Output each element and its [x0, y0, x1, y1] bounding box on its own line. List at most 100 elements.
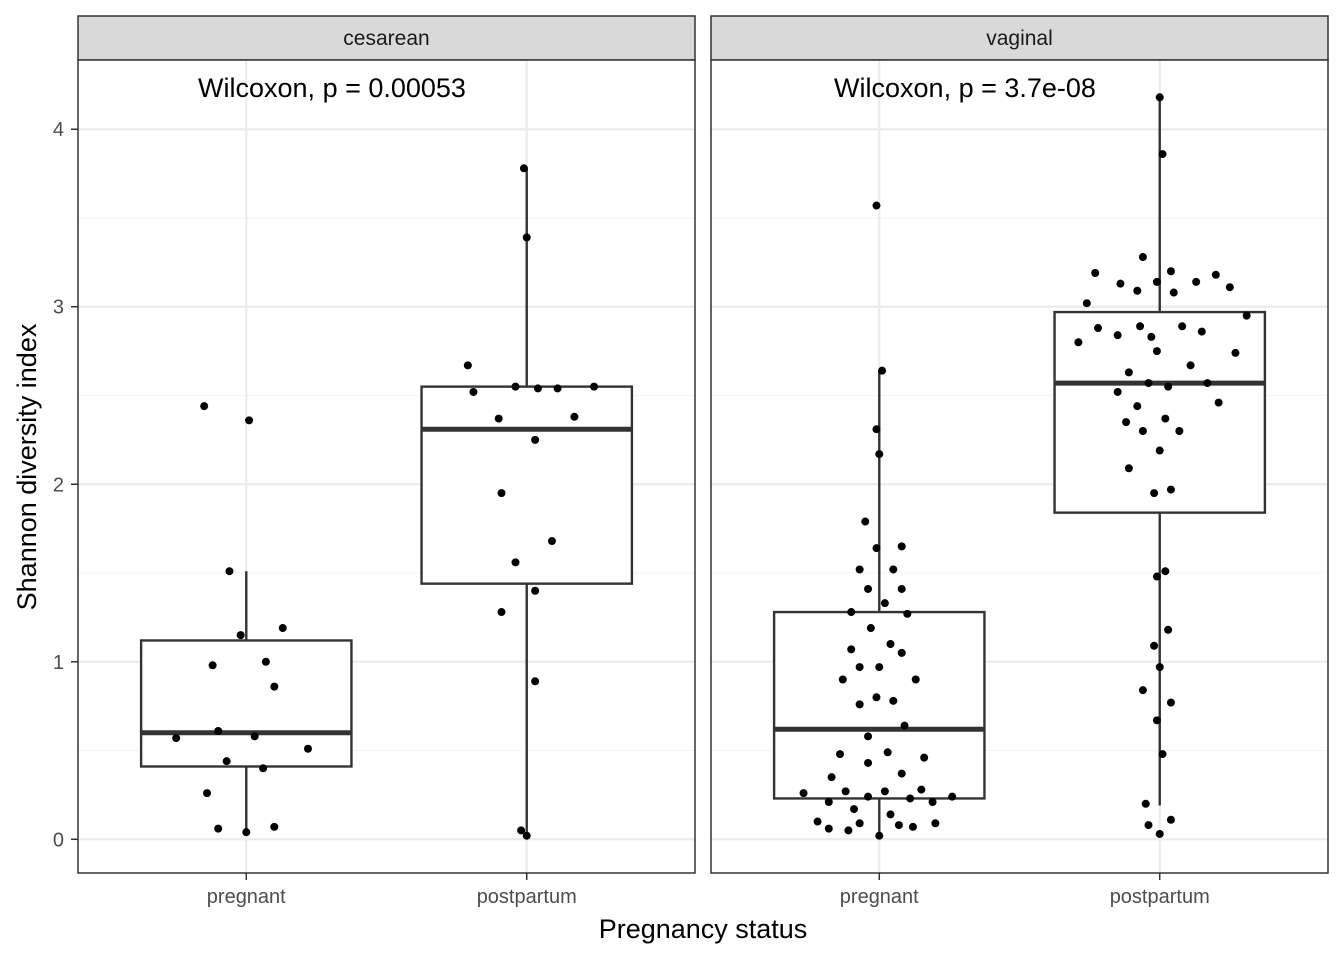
data-point [236, 631, 245, 640]
box-postpartum [1053, 310, 1267, 514]
data-point [1074, 338, 1083, 347]
y-axis-title: Shannon diversity index [12, 323, 42, 610]
data-point [261, 657, 270, 666]
data-point [872, 693, 881, 702]
data-point [1161, 567, 1170, 576]
data-point [259, 764, 268, 773]
data-point [836, 750, 845, 759]
data-point [1094, 324, 1103, 333]
data-point [847, 645, 856, 654]
data-point [824, 797, 833, 806]
strip-label: vaginal [986, 27, 1053, 50]
y-axis: 0 1 2 3 4 [53, 119, 78, 851]
wilcoxon-annotation: Wilcoxon, p = 3.7e-08 [834, 73, 1096, 103]
strip-label: cesarean [343, 27, 429, 50]
data-point [948, 792, 957, 801]
data-point [864, 792, 873, 801]
data-point [1242, 311, 1251, 320]
data-point [270, 682, 279, 691]
data-point [1178, 322, 1187, 331]
box-pregnant [139, 639, 353, 768]
data-point [855, 700, 864, 709]
x-axis-ticks: pregnant postpartum [840, 873, 1210, 908]
data-point [878, 366, 887, 375]
data-point [838, 675, 847, 684]
data-point [880, 787, 889, 796]
data-point [1166, 485, 1175, 494]
box-pregnant [772, 610, 986, 800]
data-point [1124, 368, 1133, 377]
data-point [590, 382, 599, 391]
box-postpartum [420, 385, 634, 585]
data-point [1214, 398, 1223, 407]
x-tick-label: postpartum [1110, 886, 1210, 908]
data-point [847, 608, 856, 617]
data-point [222, 757, 231, 766]
data-point [1175, 426, 1184, 435]
wilcoxon-annotation: Wilcoxon, p = 0.00053 [198, 73, 466, 103]
data-point [872, 544, 881, 553]
data-point [855, 819, 864, 828]
data-point [827, 773, 836, 782]
data-point [1164, 382, 1173, 391]
data-point [511, 382, 520, 391]
data-point [570, 412, 579, 421]
data-point [864, 732, 873, 741]
data-point [517, 826, 526, 835]
data-point [866, 624, 875, 633]
jitter-points [172, 164, 599, 840]
data-point [1164, 625, 1173, 634]
panel-vaginal: vaginal Wilcoxon, p = 3.7e-08 pregnant po… [710, 15, 1329, 908]
data-point [908, 822, 917, 831]
data-point [799, 789, 808, 798]
x-axis-ticks: pregnant postpartum [207, 873, 577, 908]
data-point [1155, 663, 1164, 672]
data-point [497, 608, 506, 617]
data-point [906, 794, 915, 803]
data-point [897, 648, 906, 657]
data-point [242, 828, 251, 837]
data-point [1155, 829, 1164, 838]
data-point [883, 748, 892, 757]
data-point [875, 450, 884, 459]
box-marks [772, 97, 1267, 838]
data-point [214, 824, 223, 833]
panel-border [77, 59, 696, 874]
data-point [214, 726, 223, 735]
data-point [547, 537, 556, 546]
data-point [1150, 489, 1159, 498]
data-point [1147, 332, 1156, 341]
data-point [1186, 361, 1195, 370]
panel-cesarean: cesarean Wilcoxon, p = 0.00053 pregnant p… [77, 15, 696, 908]
data-point [531, 677, 540, 686]
jitter-points [799, 93, 1251, 840]
data-point [1152, 572, 1161, 581]
data-point [1133, 402, 1142, 411]
data-point [931, 819, 940, 828]
data-point [1141, 799, 1150, 808]
y-tick-label: 3 [53, 297, 64, 319]
data-point [225, 567, 234, 576]
data-point [872, 425, 881, 434]
data-point [889, 696, 898, 705]
data-point [1138, 686, 1147, 695]
data-point [824, 824, 833, 833]
x-tick-label: pregnant [207, 886, 286, 908]
data-point [900, 721, 909, 730]
data-point [208, 661, 217, 670]
data-point [1082, 299, 1091, 308]
x-tick-label: pregnant [840, 886, 919, 908]
data-point [894, 821, 903, 830]
data-point [841, 787, 850, 796]
data-point [519, 164, 528, 173]
data-point [270, 822, 279, 831]
data-point [522, 233, 531, 242]
data-point [531, 586, 540, 595]
data-point [1192, 277, 1201, 286]
data-point [1150, 641, 1159, 650]
data-point [469, 387, 478, 396]
data-point [463, 361, 472, 370]
data-point [897, 769, 906, 778]
data-point [1124, 464, 1133, 473]
data-point [1116, 279, 1125, 288]
